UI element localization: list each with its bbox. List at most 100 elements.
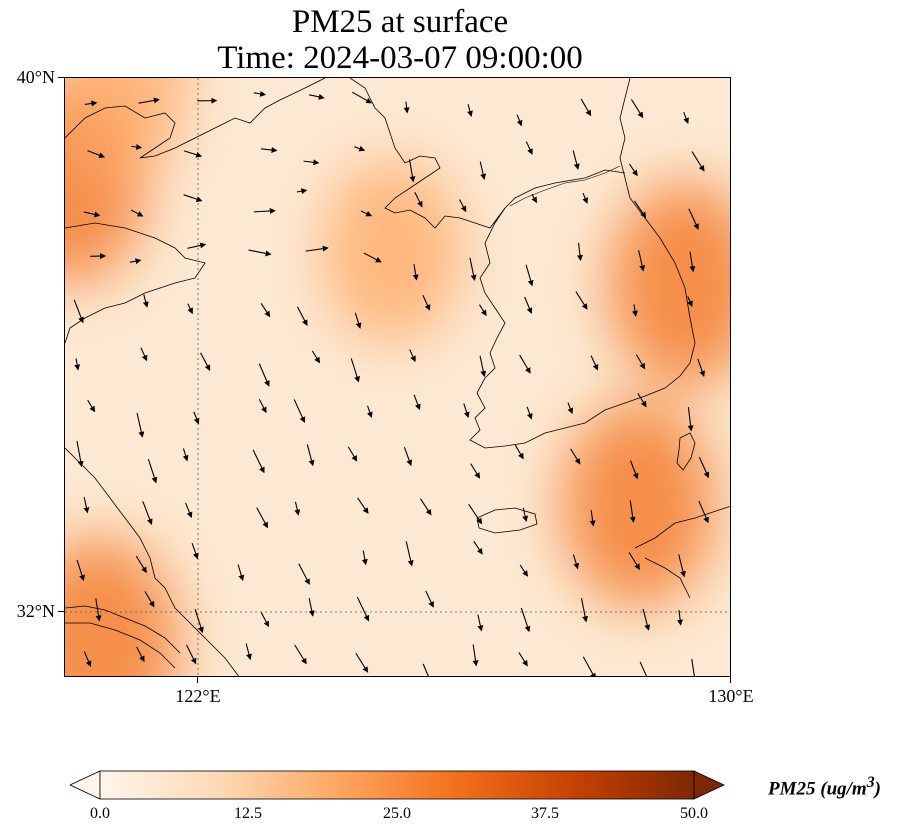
wind-arrow-104 — [522, 507, 529, 522]
wind-arrow-58 — [631, 304, 638, 317]
wind-arrow-97 — [142, 501, 153, 525]
wind-arrow-48 — [73, 299, 84, 324]
wind-arrow-134 — [186, 644, 197, 665]
kyushu-coast — [634, 506, 730, 599]
wind-arrow-66 — [409, 349, 416, 363]
wind-arrow-42 — [412, 264, 419, 281]
wind-arrow-113 — [361, 550, 368, 566]
lat-tickmark-32 — [58, 611, 64, 612]
wind-arrow-37 — [129, 258, 142, 265]
wind-arrow-101 — [357, 497, 369, 514]
pm25-map-canvas — [65, 78, 730, 676]
wind-arrow-81 — [567, 402, 574, 415]
wind-arrow-141 — [582, 656, 596, 676]
wind-arrow-102 — [419, 498, 432, 516]
wind-arrow-92 — [514, 444, 524, 460]
colorbar-min-extend — [69, 770, 101, 800]
wind-arrow-120 — [95, 598, 102, 622]
liaodong-coast — [349, 78, 626, 229]
chinese-east-coast — [65, 447, 239, 676]
wind-arrow-56 — [524, 296, 533, 314]
wind-arrow-63 — [258, 363, 270, 387]
wind-arrow-61 — [140, 347, 148, 362]
wind-arrow-127 — [477, 614, 484, 632]
map-title-line-2: Time: 2024-03-07 09:00:00 — [217, 40, 583, 76]
wind-arrow-6 — [403, 101, 410, 114]
wind-arrow-53 — [354, 312, 362, 329]
wind-arrow-126 — [425, 590, 434, 608]
colorbar-tick-2: 25.0 — [383, 805, 411, 822]
wind-arrow-7 — [467, 104, 473, 117]
wind-arrow-125 — [356, 596, 370, 622]
wind-arrow-75 — [258, 399, 267, 414]
wind-arrow-22 — [628, 163, 638, 177]
wind-arrow-132 — [83, 651, 92, 667]
wind-arrow-115 — [473, 540, 483, 555]
wind-arrow-116 — [519, 564, 528, 577]
wind-arrow-82 — [637, 393, 647, 408]
wind-arrow-43 — [469, 257, 477, 281]
wind-arrow-34 — [634, 200, 647, 219]
wind-arrow-122 — [194, 609, 204, 634]
wind-arrow-68 — [519, 354, 531, 374]
shandong-coast — [65, 222, 206, 344]
wind-arrow-28 — [296, 188, 308, 195]
wind-arrow-50 — [187, 303, 193, 315]
wind-arrow-41 — [363, 252, 382, 263]
wind-arrow-69 — [590, 355, 599, 371]
wind-arrow-100 — [294, 501, 301, 516]
wind-arrow-89 — [347, 446, 358, 462]
wind-arrow-109 — [135, 555, 147, 574]
colorbar-gradient — [99, 770, 695, 800]
wind-arrow-57 — [575, 291, 588, 310]
wind-arrow-35 — [688, 208, 699, 230]
wind-arrow-137 — [355, 652, 369, 673]
wind-arrow-90 — [403, 446, 413, 467]
wind-arrow-98 — [185, 502, 193, 519]
wind-arrow-18 — [408, 159, 416, 183]
wind-arrow-117 — [572, 554, 580, 570]
wind-arrow-99 — [256, 507, 268, 529]
wind-arrow-118 — [628, 552, 640, 570]
wind-arrow-95 — [698, 456, 710, 479]
wind-arrow-119 — [678, 554, 686, 578]
wind-arrow-111 — [237, 564, 245, 582]
wind-arrow-87 — [252, 449, 265, 474]
wind-arrow-88 — [306, 444, 315, 467]
lon-tickmark-122 — [197, 677, 198, 683]
wind-arrow-91 — [470, 463, 481, 479]
wind-arrow-143 — [691, 658, 695, 676]
wind-arrow-10 — [630, 99, 644, 119]
pm25-map[interactable] — [64, 77, 731, 677]
wind-arrow-72 — [87, 399, 96, 413]
wind-arrow-142 — [639, 661, 648, 676]
tsushima-island — [676, 432, 696, 471]
wind-arrow-65 — [350, 358, 360, 383]
wind-arrow-112 — [298, 563, 310, 586]
wind-arrow-85 — [147, 458, 158, 484]
wind-arrow-47 — [689, 251, 696, 273]
wind-arrow-15 — [260, 146, 278, 153]
wind-arrow-139 — [472, 644, 479, 667]
wind-arrow-108 — [76, 559, 85, 582]
wind-arrow-123 — [260, 612, 270, 628]
lon-tick-130: 130°E — [708, 686, 754, 706]
wind-arrow-73 — [136, 413, 145, 438]
wind-arrow-86 — [182, 448, 189, 462]
wind-arrow-140 — [518, 652, 528, 667]
wind-arrow-32 — [531, 194, 538, 204]
wind-arrow-94 — [629, 460, 639, 480]
wind-vectors — [73, 90, 710, 676]
colorbar-tick-0: 0.0 — [90, 805, 110, 822]
wind-arrow-62 — [200, 352, 211, 371]
wind-arrow-40 — [305, 245, 329, 252]
wind-arrow-46 — [638, 250, 646, 272]
wind-arrow-64 — [311, 350, 321, 364]
wind-arrow-110 — [191, 542, 199, 560]
wind-arrow-20 — [525, 141, 533, 155]
wind-arrow-133 — [136, 646, 145, 663]
wind-arrow-80 — [526, 406, 533, 420]
wind-arrow-93 — [570, 448, 581, 465]
pm25-high-area-0 — [65, 537, 179, 676]
wind-arrow-24 — [83, 211, 101, 218]
